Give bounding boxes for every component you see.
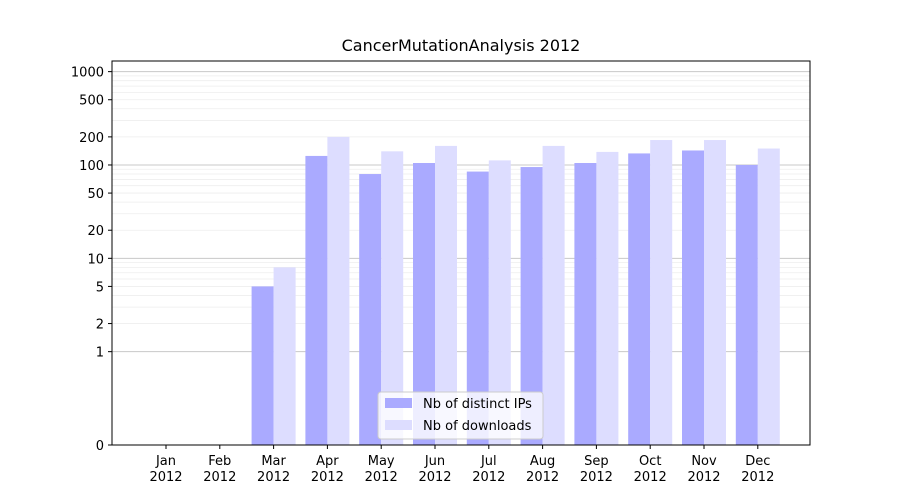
bar-downloads [381,151,404,445]
x-tick-label: Dec 2012 [741,454,774,485]
bar-downloads [704,140,726,446]
x-tick-label: Jan 2012 [149,454,182,485]
x-tick-label: Aug 2012 [526,454,559,485]
bar-distinct-ips [413,162,435,445]
bar-distinct-ips [520,167,543,445]
y-tick-label: 200 [79,131,104,146]
bar-distinct-ips [628,153,651,445]
chart-title: CancerMutationAnalysis 2012 [342,36,581,55]
legend-box [377,391,544,440]
y-tick-label: 5 [96,280,104,295]
x-axis: Jan 2012 Feb 2012 Mar 2012 Apr 2012 May 2012 Jun 20… [149,445,774,485]
bar-downloads [327,136,350,445]
x-tick-label: Feb 2012 [203,454,236,485]
bar-downloads [757,148,780,445]
legend: Nb of distinct IPs Nb of downloads [377,391,544,440]
bar-downloads [542,145,565,445]
x-tick-label: May 2012 [365,454,398,485]
y-tick-label: 2 [96,318,104,333]
y-tick-label: 1000 [71,66,104,81]
x-tick-label: Apr 2012 [311,454,344,485]
plot-frame [111,60,811,446]
legend-swatch-downloads [385,420,412,430]
bars-layer [251,136,780,446]
y-axis: 0 1 2 5 10 20 50 100 200 500 1000 [71,66,112,454]
x-tick-label: Sep 2012 [580,454,613,485]
bar-downloads [273,267,296,445]
y-tick-label: 500 [79,94,104,109]
legend-label-downloads: Nb of downloads [423,419,532,434]
bar-downloads [650,140,673,446]
x-tick-label: Oct 2012 [634,454,667,485]
bar-distinct-ips [251,286,274,445]
x-tick-label: Jul 2012 [472,454,505,485]
bar-distinct-ips [574,162,597,445]
bar-distinct-ips [466,171,489,445]
bar-distinct-ips [735,164,758,446]
x-tick-label: Mar 2012 [257,454,290,485]
bar-downloads [435,145,457,445]
bar-downloads [596,151,619,445]
y-tick-label: 1 [96,346,104,361]
legend-swatch-distinct-ips [385,398,412,408]
y-tick-label: 100 [79,159,104,174]
y-tick-label: 10 [87,252,104,267]
bar-distinct-ips [305,155,328,445]
x-tick-label: Jun 2012 [418,454,451,485]
legend-label-distinct-ips: Nb of distinct IPs [423,397,532,412]
bar-downloads [488,160,511,445]
y-tick-label: 50 [87,187,104,202]
y-tick-label: 20 [87,224,104,239]
bar-distinct-ips [682,150,704,445]
bar-distinct-ips [359,174,382,445]
y-tick-label: 0 [96,439,104,454]
x-tick-label: Nov 2012 [687,454,720,485]
